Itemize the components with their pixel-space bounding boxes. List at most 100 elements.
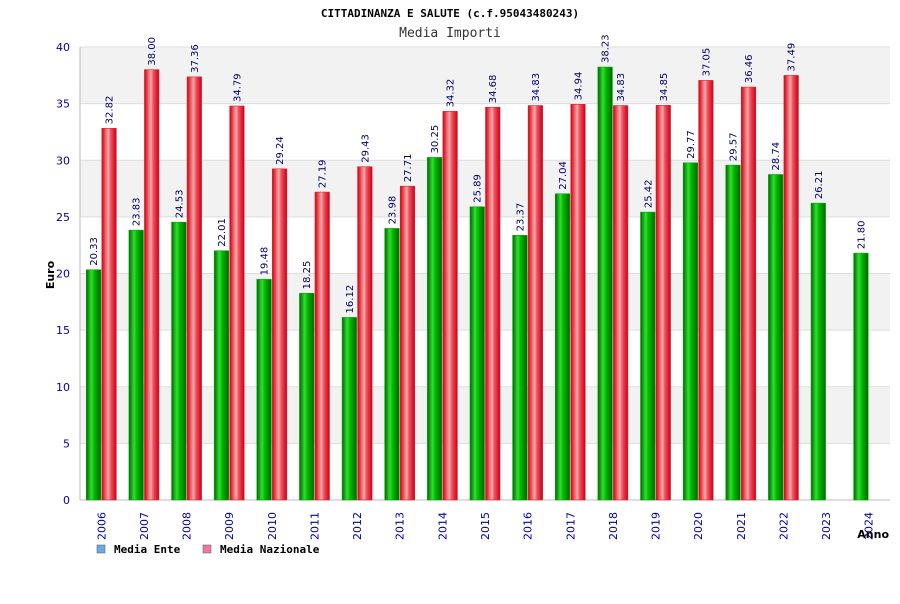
data-label-media-ente-2014: 30.25 xyxy=(430,125,441,154)
data-label-media-nazionale-2016: 34.83 xyxy=(531,73,542,102)
data-label-media-ente-2022: 28.74 xyxy=(771,142,782,171)
x-tick-label-2021: 2021 xyxy=(735,512,748,540)
x-tick-label-2016: 2016 xyxy=(522,512,535,540)
data-label-media-ente-2023: 26.21 xyxy=(814,171,825,200)
bar-media-ente-2019 xyxy=(640,211,656,501)
x-tick-label-2015: 2015 xyxy=(479,512,492,540)
y-tick-label: 20 xyxy=(56,268,70,281)
x-tick-label-2007: 2007 xyxy=(138,512,151,540)
bars: 20.33 32.82 23.83 38.00 24.53 37.36 22.01 34.79… xyxy=(86,34,869,501)
bar-media-ente-2015 xyxy=(469,206,485,501)
data-label-media-ente-2009: 22.01 xyxy=(217,218,228,247)
chart-subtitle: Media Importi xyxy=(399,26,501,41)
x-tick-label-2019: 2019 xyxy=(650,512,663,540)
data-label-media-nazionale-2008: 37.36 xyxy=(190,44,201,73)
bar-media-nazionale-2021 xyxy=(740,86,757,501)
data-label-media-ente-2020: 29.77 xyxy=(686,130,697,159)
legend-label-media-ente: Media Ente xyxy=(114,543,181,556)
data-label-media-nazionale-2011: 27.19 xyxy=(318,159,329,188)
x-tick-label-2023: 2023 xyxy=(820,512,833,540)
x-tick-label-2014: 2014 xyxy=(436,512,449,540)
x-tick-label-2012: 2012 xyxy=(351,512,364,540)
x-tick-label-2010: 2010 xyxy=(266,512,279,540)
bar-media-ente-2020 xyxy=(682,162,698,501)
bar-media-ente-2010 xyxy=(256,279,272,501)
bar-media-ente-2007 xyxy=(128,229,144,501)
data-label-media-nazionale-2015: 34.68 xyxy=(488,75,499,104)
bar-media-ente-2008 xyxy=(171,221,187,501)
legend-label-media-nazionale: Media Nazionale xyxy=(220,543,320,556)
data-label-media-nazionale-2013: 27.71 xyxy=(403,154,414,183)
y-axis-title: Euro xyxy=(44,260,57,289)
bar-media-ente-2022 xyxy=(768,174,784,501)
y-tick-label: 25 xyxy=(56,211,70,224)
y-axis-ticks: 0 5 10 15 20 25 30 35 40 xyxy=(56,41,70,507)
data-label-media-ente-2019: 25.42 xyxy=(643,179,654,208)
x-tick-label-2020: 2020 xyxy=(692,512,705,540)
bar-media-nazionale-2011 xyxy=(314,191,330,501)
bar-media-nazionale-2012 xyxy=(357,166,373,501)
x-tick-label-2011: 2011 xyxy=(308,512,321,540)
bar-media-nazionale-2009 xyxy=(229,105,245,501)
legend: Media Ente Media Nazionale xyxy=(96,543,320,556)
data-label-media-nazionale-2018: 34.83 xyxy=(616,73,627,102)
x-tick-label-2017: 2017 xyxy=(564,512,577,540)
y-tick-label: 5 xyxy=(63,437,70,450)
data-label-media-nazionale-2017: 34.94 xyxy=(574,72,585,101)
data-label-media-nazionale-2012: 29.43 xyxy=(360,134,371,163)
data-label-media-ente-2007: 23.83 xyxy=(132,197,143,226)
data-label-media-nazionale-2010: 29.24 xyxy=(275,136,286,165)
bar-media-ente-2009 xyxy=(213,250,230,501)
bar-media-ente-2017 xyxy=(554,193,571,501)
y-tick-label: 35 xyxy=(56,98,70,111)
bar-media-ente-2018 xyxy=(597,66,613,501)
data-label-media-ente-2006: 20.33 xyxy=(89,237,100,266)
data-label-media-ente-2024: 21.80 xyxy=(856,220,867,249)
bar-media-nazionale-2020 xyxy=(698,80,714,501)
bar-media-ente-2024 xyxy=(853,252,869,501)
bar-media-nazionale-2022 xyxy=(783,75,799,501)
legend-swatch-media-nazionale xyxy=(202,544,212,554)
data-label-media-ente-2017: 27.04 xyxy=(558,161,569,190)
data-label-media-ente-2008: 24.53 xyxy=(174,190,185,219)
bar-media-ente-2013 xyxy=(384,228,400,501)
bar-media-nazionale-2018 xyxy=(613,105,629,501)
bar-media-ente-2011 xyxy=(299,293,315,501)
y-tick-label: 10 xyxy=(56,381,70,394)
bar-media-ente-2021 xyxy=(725,164,741,501)
bar-media-nazionale-2015 xyxy=(485,106,501,501)
x-tick-label-2008: 2008 xyxy=(181,512,194,540)
legend-swatch-media-ente xyxy=(96,544,106,554)
data-label-media-nazionale-2007: 38.00 xyxy=(147,37,158,66)
data-label-media-ente-2012: 16.12 xyxy=(345,285,356,314)
data-label-media-nazionale-2006: 32.82 xyxy=(105,96,116,125)
y-tick-label: 15 xyxy=(56,324,70,337)
x-tick-label-2022: 2022 xyxy=(777,512,790,540)
y-tick-label: 30 xyxy=(56,154,70,167)
x-tick-label-2018: 2018 xyxy=(607,512,620,540)
bar-media-nazionale-2014 xyxy=(442,111,458,501)
bar-media-nazionale-2019 xyxy=(655,105,671,501)
bar-media-nazionale-2013 xyxy=(399,185,416,501)
x-axis-title: Anno xyxy=(857,528,889,541)
bar-media-nazionale-2006 xyxy=(101,128,117,501)
x-tick-label-2024: 2024 xyxy=(863,512,876,540)
y-tick-label: 40 xyxy=(56,41,70,54)
data-label-media-nazionale-2014: 34.32 xyxy=(446,79,457,108)
data-label-media-ente-2015: 25.89 xyxy=(473,174,484,203)
data-label-media-nazionale-2019: 34.85 xyxy=(659,73,670,102)
data-label-media-nazionale-2009: 34.79 xyxy=(232,73,243,102)
data-label-media-ente-2013: 23.98 xyxy=(387,196,398,225)
bar-media-nazionale-2008 xyxy=(186,76,202,501)
data-label-media-ente-2011: 18.25 xyxy=(302,261,313,290)
bar-media-nazionale-2010 xyxy=(272,168,288,501)
data-label-media-ente-2010: 19.48 xyxy=(260,247,271,276)
x-axis-ticks: 2006 2007 2008 2009 2010 2011 2012 2013 2014 2015… xyxy=(95,512,875,540)
bar-media-ente-2006 xyxy=(86,269,102,501)
x-tick-label-2009: 2009 xyxy=(223,512,236,540)
bar-media-ente-2012 xyxy=(341,317,357,501)
bar-media-nazionale-2007 xyxy=(144,69,160,501)
data-label-media-ente-2021: 29.57 xyxy=(729,132,740,161)
